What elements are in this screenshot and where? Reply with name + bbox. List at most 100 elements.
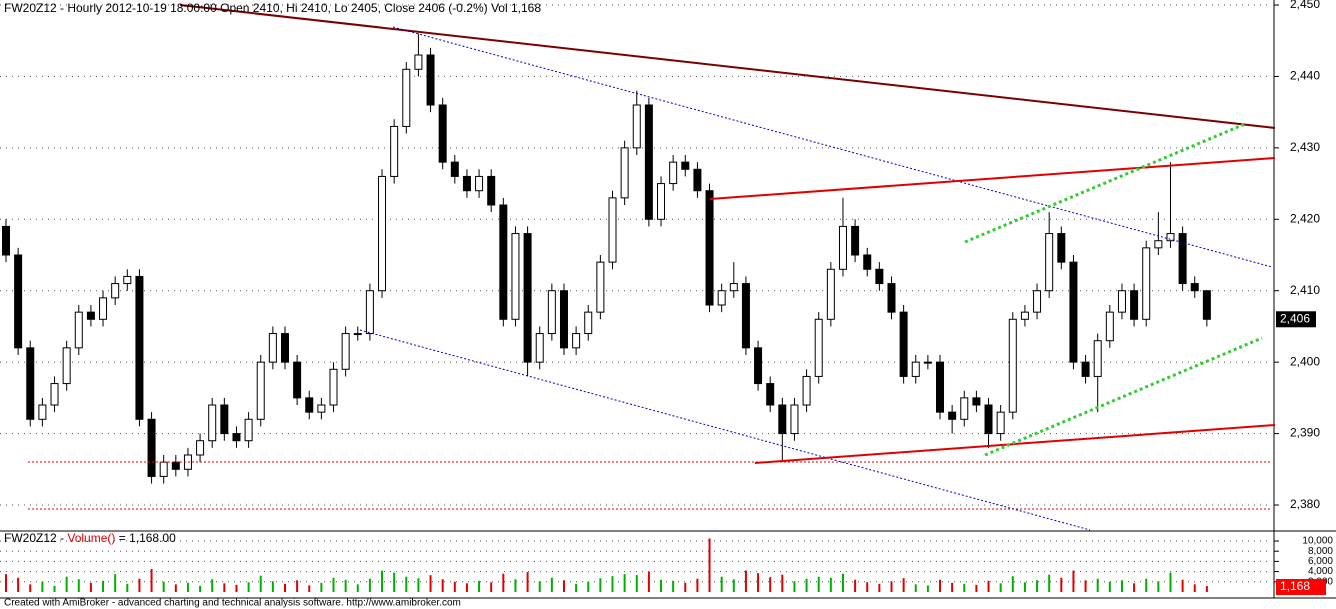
candle-body — [1069, 261, 1078, 363]
candle-body — [851, 225, 860, 256]
candle-body — [681, 161, 690, 170]
candle-body — [754, 347, 763, 385]
volume-title-suffix: = 1,168.00 — [115, 531, 176, 545]
y-tick-label: 2,430 — [1290, 140, 1320, 154]
channel-line — [964, 122, 1246, 244]
volume-title-prefix: FW20Z12 - — [4, 531, 67, 545]
trend-line — [709, 157, 1276, 200]
candle-body — [426, 54, 435, 106]
candle-body — [790, 404, 799, 435]
candle-body — [644, 104, 653, 220]
candle-body — [38, 404, 47, 420]
channel-line — [984, 336, 1263, 457]
candle-body — [657, 183, 666, 220]
candle-body — [123, 275, 132, 285]
candle-body — [923, 361, 932, 364]
candle-body — [1178, 233, 1187, 285]
y-tick-label: 2,440 — [1290, 69, 1320, 83]
y-tick-label: 8,000 — [1308, 546, 1333, 557]
candle-body — [1045, 233, 1054, 292]
candle-body — [972, 397, 981, 406]
candle-body — [1057, 233, 1066, 263]
candle-body — [487, 175, 496, 206]
candle-body — [1117, 290, 1126, 313]
candle-body — [1202, 290, 1211, 320]
y-tick-label: 2,420 — [1290, 211, 1320, 225]
candle-body — [511, 233, 520, 320]
studies — [28, 4, 1276, 531]
last-volume-label: 1,168 — [1280, 579, 1310, 593]
candle-body — [256, 361, 265, 420]
candle-body — [996, 411, 1005, 435]
candle-body — [596, 261, 605, 313]
candle-body — [99, 297, 108, 320]
candle-body — [899, 311, 908, 377]
candle-body — [802, 375, 811, 406]
last-price-label: 2,406 — [1280, 311, 1310, 325]
candle-body — [499, 204, 508, 320]
candle-body — [450, 161, 459, 177]
candle-body — [584, 311, 593, 335]
candle-body — [535, 333, 544, 363]
candle-body — [875, 268, 884, 285]
candle-body — [887, 283, 896, 313]
candle-body — [826, 268, 835, 320]
last-price-box — [1276, 311, 1316, 328]
candle-body — [353, 333, 362, 336]
candle-body — [547, 290, 556, 335]
volume-title-indicator: Volume() — [67, 531, 115, 545]
trend-line — [179, 4, 1276, 129]
candle-body — [814, 318, 823, 377]
candle-body — [1008, 318, 1017, 413]
y-tick-label: 2,400 — [1290, 354, 1320, 368]
candle-body — [147, 418, 156, 477]
candle-body — [838, 225, 847, 270]
footer: Created with AmiBroker - advanced charti… — [4, 598, 461, 609]
candle-body — [378, 175, 387, 292]
candle-body — [220, 404, 229, 435]
candle-body — [632, 104, 641, 149]
candle-body — [984, 404, 993, 435]
candle-body — [365, 290, 374, 335]
candle-body — [293, 361, 302, 399]
candle-body — [208, 404, 217, 442]
candle-body — [268, 333, 277, 363]
candle-body — [1093, 340, 1102, 377]
candle-body — [1166, 233, 1175, 242]
y-tick-label: 10,000 — [1302, 536, 1333, 547]
candle-body — [1154, 240, 1163, 249]
plot-area: 2,380 2,390 2,400 2,410 2,420 2,430 2,440 2,450… — [0, 0, 1333, 595]
candle-body — [111, 283, 120, 299]
candle-body — [50, 383, 59, 406]
candle-body — [608, 197, 617, 263]
candle-body — [693, 168, 702, 192]
candle-body — [390, 125, 399, 177]
candle-body — [317, 404, 326, 413]
candle-body — [74, 311, 83, 349]
candle-body — [438, 104, 447, 163]
y-tick-label: 2,410 — [1290, 283, 1320, 297]
candle-body — [280, 333, 289, 363]
candle-body — [863, 254, 872, 270]
y-tick-label: 4,000 — [1308, 566, 1333, 577]
candle-body — [1020, 311, 1029, 320]
candle-body — [329, 368, 338, 406]
candle-body — [1190, 283, 1199, 292]
candle-body — [669, 161, 678, 185]
candle-body — [196, 440, 205, 456]
candle-body — [741, 283, 750, 349]
candle-body — [462, 175, 471, 192]
candle-body — [402, 68, 411, 127]
candle-body — [244, 418, 253, 442]
candle-body — [936, 361, 945, 413]
candle-body — [911, 361, 920, 377]
candle-body — [62, 347, 71, 385]
candle-body — [1105, 311, 1114, 342]
candle-body — [717, 290, 726, 306]
last-volume-box — [1276, 579, 1326, 595]
y-tick-label: 2,380 — [1290, 497, 1320, 511]
candle-body — [572, 333, 581, 349]
y-tick-label: 2,450 — [1290, 0, 1320, 11]
